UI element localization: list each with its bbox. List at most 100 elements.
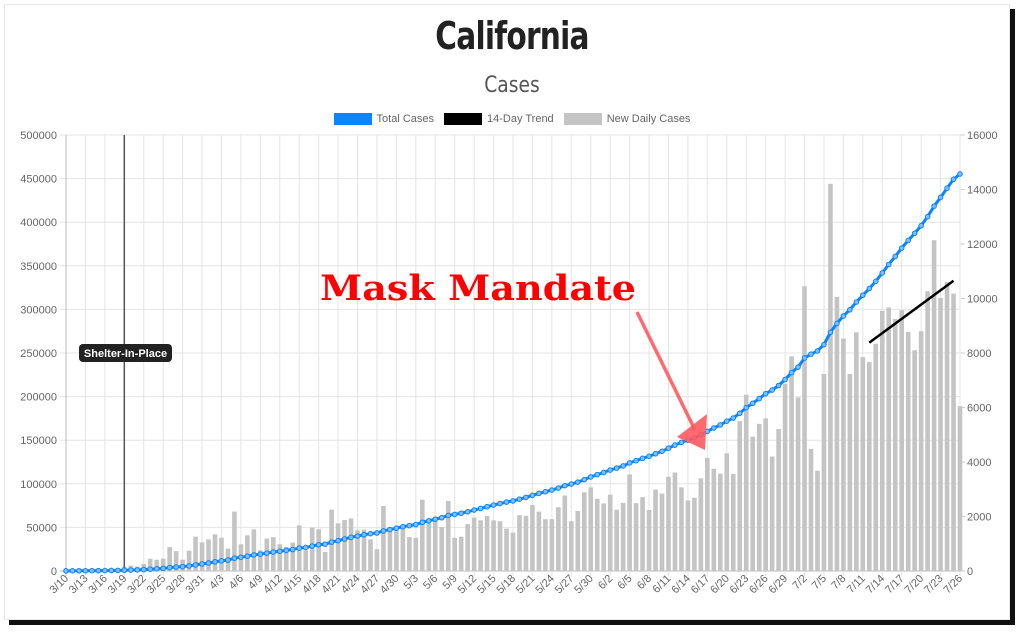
bar-new-daily-cases [355,530,360,571]
total-cases-point [853,299,860,305]
total-cases-point [821,341,827,348]
bar-new-daily-cases [776,429,781,571]
bar-new-daily-cases [627,474,632,571]
total-cases-point [186,563,192,569]
x-tick-label: 4/18 [300,573,324,597]
bar-new-daily-cases [484,515,490,571]
total-cases-point [192,562,199,568]
legend-item-total-cases[interactable]: Total Cases [333,113,435,125]
total-cases-point [847,306,853,313]
bar-new-daily-cases [718,473,723,571]
total-cases-point [315,541,322,548]
total-cases-point [134,567,141,573]
total-cases-point [425,517,432,524]
bar-new-daily-cases [420,499,425,571]
x-tick-label: 7/2 [790,573,809,592]
total-cases-point [231,555,238,561]
total-cases-point [270,549,277,555]
bar-new-daily-cases [147,558,153,571]
bar-new-daily-cases [581,492,587,571]
y-left-tick-label: 450000 [20,174,57,186]
bar-new-daily-cases [374,549,380,571]
bar-new-daily-cases [478,520,483,571]
total-cases-point [665,445,672,452]
x-tick-label: 6/11 [651,573,674,596]
bar-new-daily-cases [594,498,600,571]
bar-new-daily-cases [854,332,859,571]
total-cases-point [251,552,257,558]
bar-new-daily-cases [426,523,432,571]
total-cases-point [108,567,115,574]
bar-new-daily-cases [413,537,419,571]
bar-new-daily-cases [705,457,710,571]
total-cases-point [484,503,490,510]
total-cases-point [238,554,244,561]
bar-new-daily-cases [160,558,166,571]
x-tick-label: 7/17 [883,573,907,597]
arrow-head [677,414,707,450]
total-cases-point [568,481,575,487]
mask-mandate-annotation: Mask Mandate [320,268,636,309]
bar-new-daily-cases [523,515,529,571]
bar-new-daily-cases [536,511,542,571]
bar-new-daily-cases [368,539,373,571]
legend-item-14-day-trend[interactable]: 14-Day Trend [444,113,554,125]
x-tick-label: 3/19 [106,573,130,597]
bar-new-daily-cases [607,494,613,571]
x-tick-label: 3/22 [125,573,149,597]
total-cases-point [652,450,659,457]
total-cases-point [348,534,354,541]
total-cases-point [160,565,166,572]
total-cases-point [516,496,523,502]
label-background [79,344,172,362]
bar-new-daily-cases [167,547,172,571]
bar-new-daily-cases [186,550,192,571]
trend-line [868,279,955,344]
y-right-tick-label: 14000 [967,185,998,197]
total-cases-point [523,494,529,501]
bar-new-daily-cases [841,338,846,571]
total-cases-point [905,237,911,244]
total-cases-point [82,567,89,574]
total-cases-point [840,313,847,319]
x-tick-label: 5/15 [475,573,499,597]
legend-label: Total Cases [376,113,435,125]
total-cases-point [121,567,128,574]
total-cases-point [283,547,290,554]
bar-new-daily-cases [309,527,315,571]
bar-new-daily-cases [445,500,451,571]
total-cases-point [289,546,296,553]
bar-new-daily-cases [944,282,950,571]
bar-new-daily-cases [212,534,218,571]
total-cases-point [749,400,756,407]
total-cases-point [354,533,361,539]
bar-new-daily-cases [886,307,892,571]
total-cases-point [646,453,652,460]
x-tick-label: 3/16 [86,573,110,597]
x-tick-label: 3/25 [145,573,169,597]
total-cases-point [659,448,665,455]
legend-label: New Daily Cases [606,113,691,125]
bar-new-daily-cases [407,536,412,571]
bar-new-daily-cases [672,472,678,571]
x-tick-label: 6/5 [615,573,634,592]
total-cases-point [477,505,484,512]
total-cases-point [620,463,626,469]
total-cases-point [581,476,588,483]
total-cases-point [309,543,315,549]
bar-new-daily-cases [711,468,717,571]
bar-new-daily-cases [588,487,594,571]
total-cases-point [361,531,367,538]
x-tick-label: 7/23 [922,573,946,597]
x-tick-label: 6/2 [596,573,615,592]
bar-new-daily-cases [931,240,937,571]
total-cases-point [542,488,549,495]
total-cases-point [432,516,439,522]
total-cases-point [102,567,108,574]
x-tick-label: 5/3 [402,573,421,592]
legend-item-new-daily-cases[interactable]: New Daily Cases [563,113,691,125]
x-tick-label: 3/13 [67,573,91,597]
bar-new-daily-cases [277,544,283,571]
total-cases-point [924,213,931,220]
total-cases-point [529,492,536,499]
